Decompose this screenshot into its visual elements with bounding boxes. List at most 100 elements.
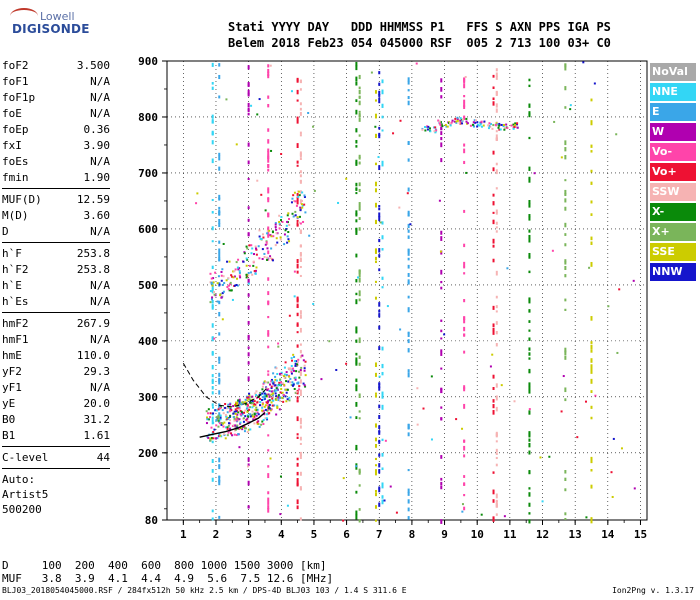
interference-mark bbox=[463, 475, 466, 478]
echo-point bbox=[240, 410, 243, 413]
echo-point bbox=[421, 128, 424, 131]
interference-mark bbox=[528, 329, 531, 332]
echo-point bbox=[285, 224, 288, 227]
interference-mark bbox=[296, 482, 299, 487]
x-tick-label: 5 bbox=[311, 528, 318, 541]
echo-point bbox=[206, 435, 209, 438]
echo-point bbox=[243, 430, 246, 433]
param-row: yF2 29.3 bbox=[2, 364, 110, 380]
echo-point bbox=[215, 424, 218, 427]
interference-mark bbox=[381, 394, 384, 399]
echo-point bbox=[291, 381, 294, 384]
echo-point bbox=[288, 224, 291, 227]
noise-point bbox=[430, 375, 433, 378]
interference-mark bbox=[355, 401, 358, 407]
echo-point bbox=[246, 410, 249, 413]
echo-point bbox=[272, 382, 275, 385]
echo-point bbox=[240, 401, 243, 404]
echo-point bbox=[283, 373, 286, 376]
interference-mark bbox=[378, 439, 381, 442]
interference-mark bbox=[590, 368, 593, 374]
noise-point bbox=[616, 351, 619, 354]
interference-mark bbox=[495, 395, 498, 401]
echo-point bbox=[220, 296, 223, 299]
interference-mark bbox=[378, 430, 381, 435]
echo-point bbox=[232, 412, 235, 415]
interference-mark bbox=[492, 244, 495, 248]
echo-point bbox=[245, 257, 248, 260]
interference-mark bbox=[299, 454, 302, 459]
interference-mark bbox=[374, 492, 377, 497]
echo-point bbox=[285, 400, 288, 403]
interference-mark bbox=[381, 391, 384, 397]
echo-point bbox=[246, 275, 249, 278]
interference-mark bbox=[381, 482, 384, 487]
interference-mark bbox=[299, 190, 302, 194]
interference-mark bbox=[495, 187, 498, 190]
echo-point bbox=[299, 209, 302, 212]
echo-point bbox=[294, 200, 297, 203]
param-row: fmin 1.90 bbox=[2, 170, 110, 186]
interference-mark bbox=[374, 519, 377, 522]
interference-mark bbox=[218, 166, 221, 171]
autoscaling-info: Artist5 bbox=[2, 488, 49, 501]
interference-mark bbox=[407, 252, 410, 256]
echo-point bbox=[246, 430, 249, 433]
echo-point bbox=[280, 396, 283, 399]
interference-mark bbox=[267, 277, 270, 281]
interference-mark bbox=[407, 249, 410, 254]
interference-mark bbox=[528, 113, 531, 118]
echo-point bbox=[492, 124, 495, 127]
interference-mark bbox=[378, 440, 381, 444]
interference-mark bbox=[495, 448, 498, 453]
interference-mark bbox=[358, 100, 361, 106]
echo-point bbox=[261, 403, 264, 406]
echo-point bbox=[210, 281, 213, 284]
echo-point bbox=[279, 399, 282, 402]
interference-mark bbox=[374, 181, 377, 187]
interference-mark bbox=[564, 512, 567, 516]
echo-point bbox=[230, 409, 233, 412]
interference-mark bbox=[267, 230, 270, 236]
echo-point bbox=[215, 419, 218, 422]
echo-point bbox=[295, 360, 298, 363]
interference-mark bbox=[296, 396, 299, 400]
interference-mark bbox=[378, 309, 381, 313]
echo-point bbox=[275, 237, 278, 240]
echo-point bbox=[205, 410, 208, 413]
interference-mark bbox=[358, 355, 361, 359]
interference-mark bbox=[564, 274, 567, 278]
param-row: C-level 44 bbox=[2, 450, 110, 466]
interference-mark bbox=[407, 369, 410, 373]
echo-point bbox=[253, 270, 256, 273]
interference-mark bbox=[564, 350, 567, 356]
interference-mark bbox=[355, 187, 358, 190]
interference-mark bbox=[355, 326, 358, 329]
interference-mark bbox=[358, 290, 361, 295]
noise-point bbox=[258, 98, 261, 101]
echo-point bbox=[266, 389, 269, 392]
echo-point bbox=[283, 366, 286, 369]
echo-point bbox=[217, 414, 220, 417]
interference-mark bbox=[407, 187, 410, 192]
echo-point bbox=[257, 420, 260, 423]
interference-mark bbox=[564, 355, 567, 360]
interference-mark bbox=[495, 221, 498, 225]
echo-point bbox=[283, 233, 286, 236]
interference-mark bbox=[564, 259, 567, 263]
noise-point bbox=[293, 270, 296, 273]
interference-mark bbox=[374, 296, 377, 300]
echo-point bbox=[258, 229, 261, 232]
interference-mark bbox=[528, 214, 531, 218]
noise-point bbox=[313, 189, 316, 192]
echo-point bbox=[274, 384, 277, 387]
echo-point bbox=[303, 367, 306, 370]
interference-mark bbox=[374, 260, 377, 264]
interference-mark bbox=[299, 102, 302, 106]
echo-point bbox=[247, 398, 250, 401]
interference-mark bbox=[378, 425, 381, 430]
noise-point bbox=[455, 418, 458, 421]
interference-mark bbox=[247, 320, 250, 325]
echo-point bbox=[233, 433, 236, 436]
interference-mark bbox=[267, 163, 270, 168]
